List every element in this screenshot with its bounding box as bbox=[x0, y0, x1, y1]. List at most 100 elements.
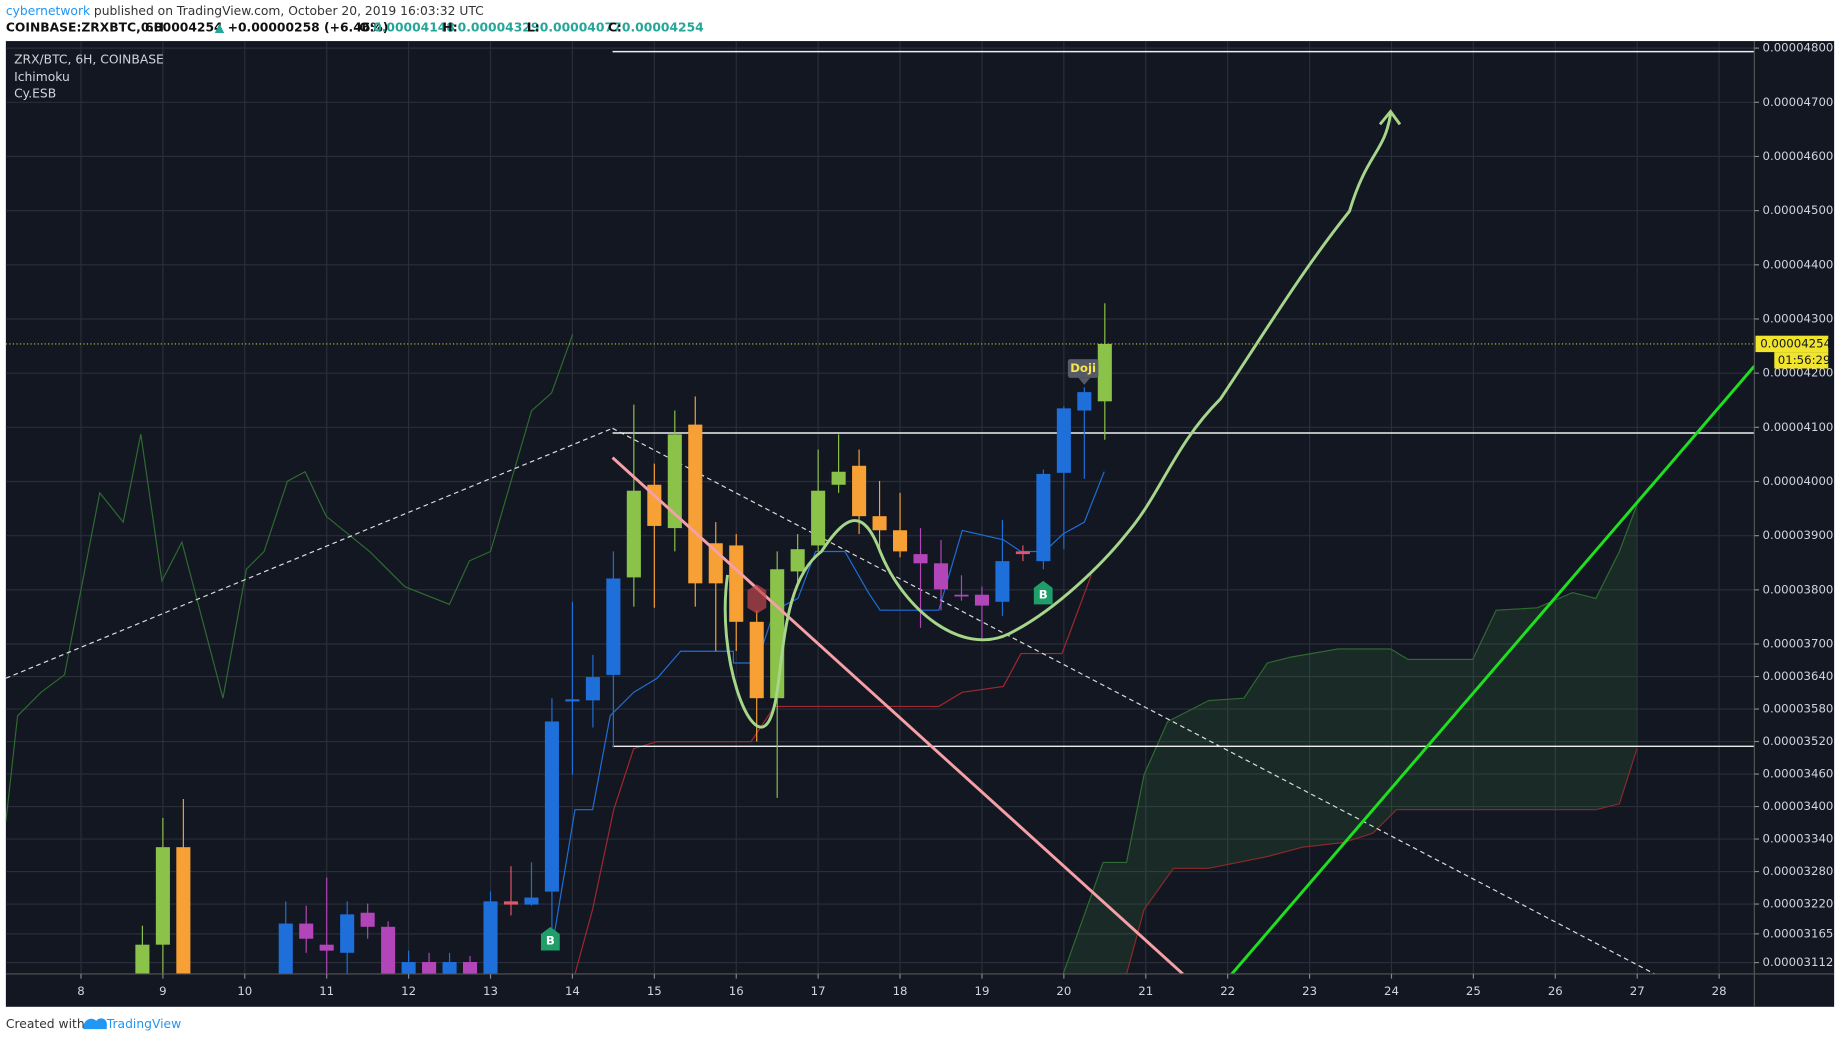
y-tick-label: 0.00004600 bbox=[1763, 149, 1834, 163]
buy-marker bbox=[1033, 580, 1053, 605]
candle-body bbox=[422, 962, 437, 974]
y-tick-label: 0.00004500 bbox=[1763, 203, 1834, 217]
o-label: O: bbox=[359, 21, 374, 35]
chikou-span bbox=[5, 334, 574, 822]
change: +0.00000258 (+6.46%) bbox=[228, 21, 389, 35]
candle-body bbox=[667, 434, 682, 529]
candle-body bbox=[688, 424, 703, 584]
y-tick-label: 0.00004200 bbox=[1763, 366, 1834, 380]
y-tick-label: 0.00003460 bbox=[1763, 767, 1834, 781]
candle-body bbox=[606, 578, 621, 675]
tradingview-logo bbox=[83, 1018, 107, 1030]
candle-body bbox=[442, 962, 457, 974]
x-tick-label: 15 bbox=[647, 984, 662, 998]
l-value: 0.00004077 bbox=[540, 21, 622, 35]
y-tick-label: 0.00003220 bbox=[1763, 897, 1834, 911]
candle-body bbox=[544, 721, 559, 892]
y-tick-label: 0.00004400 bbox=[1763, 257, 1834, 271]
candle-body bbox=[340, 914, 355, 953]
x-tick-label: 16 bbox=[729, 984, 744, 998]
chart-panel bbox=[5, 41, 1835, 1007]
x-tick-label: 28 bbox=[1712, 984, 1727, 998]
candle-body bbox=[729, 545, 744, 622]
published: published on TradingView.com, October 20… bbox=[94, 4, 484, 18]
y-tick-label: 0.00003800 bbox=[1763, 582, 1834, 596]
last-price-badge bbox=[1755, 335, 1829, 353]
axes: 0.00004800 0.00004700 0.00004600 0.00004500… bbox=[5, 41, 1834, 998]
y-tick-label: 0.00003520 bbox=[1763, 734, 1834, 748]
candle-body bbox=[647, 484, 662, 526]
timer-badge bbox=[1774, 352, 1829, 369]
x-tick-label: 8 bbox=[77, 984, 84, 998]
candle-body bbox=[852, 465, 867, 517]
y-tick-label: 0.00004700 bbox=[1763, 95, 1834, 109]
dashed-trendline bbox=[612, 427, 1655, 974]
candle-body bbox=[954, 594, 969, 597]
h-label: H: bbox=[442, 21, 457, 35]
y-tick-label: 0.00004300 bbox=[1763, 311, 1834, 325]
senkou-a bbox=[1062, 504, 1638, 974]
candle-body bbox=[135, 944, 150, 974]
y-tick-label: 0.00003112 bbox=[1763, 955, 1834, 969]
symbol-line: COINBASE:ZRXBTC, 6H 0.00004254 ▲ +0.0000… bbox=[6, 21, 704, 35]
y-tick-label: 0.00003900 bbox=[1763, 528, 1834, 542]
x-tick-label: 17 bbox=[811, 984, 826, 998]
last-price-label: 0.00004254 bbox=[1760, 336, 1831, 350]
candle-body bbox=[770, 569, 785, 699]
c-label: C: bbox=[608, 21, 622, 35]
symbol: COINBASE:ZRXBTC, 6H bbox=[6, 21, 164, 35]
footer-brand[interactable]: TradingView bbox=[106, 1017, 181, 1031]
candle-body bbox=[360, 912, 375, 927]
y-tick-label: 0.00003580 bbox=[1763, 702, 1834, 716]
y-tick-label: 0.00003340 bbox=[1763, 832, 1834, 846]
candle-body bbox=[278, 923, 293, 974]
x-tick-label: 21 bbox=[1138, 984, 1153, 998]
x-tick-label: 26 bbox=[1548, 984, 1563, 998]
candle-body bbox=[1056, 408, 1071, 473]
grid bbox=[5, 41, 1755, 974]
x-tick-label: 19 bbox=[974, 984, 989, 998]
candle-body bbox=[933, 563, 949, 590]
projection-curve bbox=[723, 113, 1393, 729]
candle-body bbox=[811, 490, 826, 546]
candle-body bbox=[1077, 392, 1092, 411]
author[interactable]: cybernetwork bbox=[6, 4, 91, 18]
candle-body bbox=[503, 901, 519, 905]
doji-badge bbox=[1067, 359, 1099, 378]
support-line bbox=[1229, 365, 1755, 974]
candle-body bbox=[974, 594, 989, 606]
candle-body bbox=[524, 897, 539, 905]
x-tick-label: 18 bbox=[893, 984, 908, 998]
candle-body bbox=[565, 699, 580, 702]
candle-body bbox=[155, 847, 170, 945]
projection-arrowhead bbox=[1378, 109, 1402, 126]
drawings: B B Doji bbox=[540, 109, 1755, 974]
sell-marker bbox=[747, 584, 767, 614]
candle-body bbox=[995, 561, 1010, 602]
x-tick-label: 22 bbox=[1220, 984, 1235, 998]
candle-body bbox=[790, 549, 805, 572]
x-tick-label: 25 bbox=[1466, 984, 1481, 998]
legend-symbol: ZRX/BTC, 6H, COINBASE bbox=[14, 52, 164, 66]
y-tick-label: 0.00004800 bbox=[1763, 41, 1834, 55]
candle-body bbox=[585, 677, 600, 701]
y-tick-label: 0.00003700 bbox=[1763, 637, 1834, 651]
x-tick-label: 23 bbox=[1302, 984, 1317, 998]
candle-body bbox=[893, 530, 908, 552]
candle-body bbox=[749, 621, 764, 699]
change-arrow: ▲ bbox=[215, 21, 225, 35]
senkou-b bbox=[1125, 748, 1638, 974]
candle-body bbox=[1015, 551, 1030, 555]
y-tick-label: 0.00003280 bbox=[1763, 864, 1834, 878]
candle-body bbox=[319, 944, 334, 951]
candle-body bbox=[913, 554, 928, 564]
candle-body bbox=[831, 471, 846, 485]
h-value: 0.00004329 bbox=[458, 21, 540, 35]
dashed-trendline bbox=[5, 427, 613, 679]
candle-body bbox=[626, 490, 641, 578]
x-tick-label: 24 bbox=[1384, 984, 1399, 998]
y-tick-label: 0.00004100 bbox=[1763, 420, 1834, 434]
x-tick-label: 20 bbox=[1056, 984, 1071, 998]
candle-body bbox=[1036, 473, 1051, 562]
